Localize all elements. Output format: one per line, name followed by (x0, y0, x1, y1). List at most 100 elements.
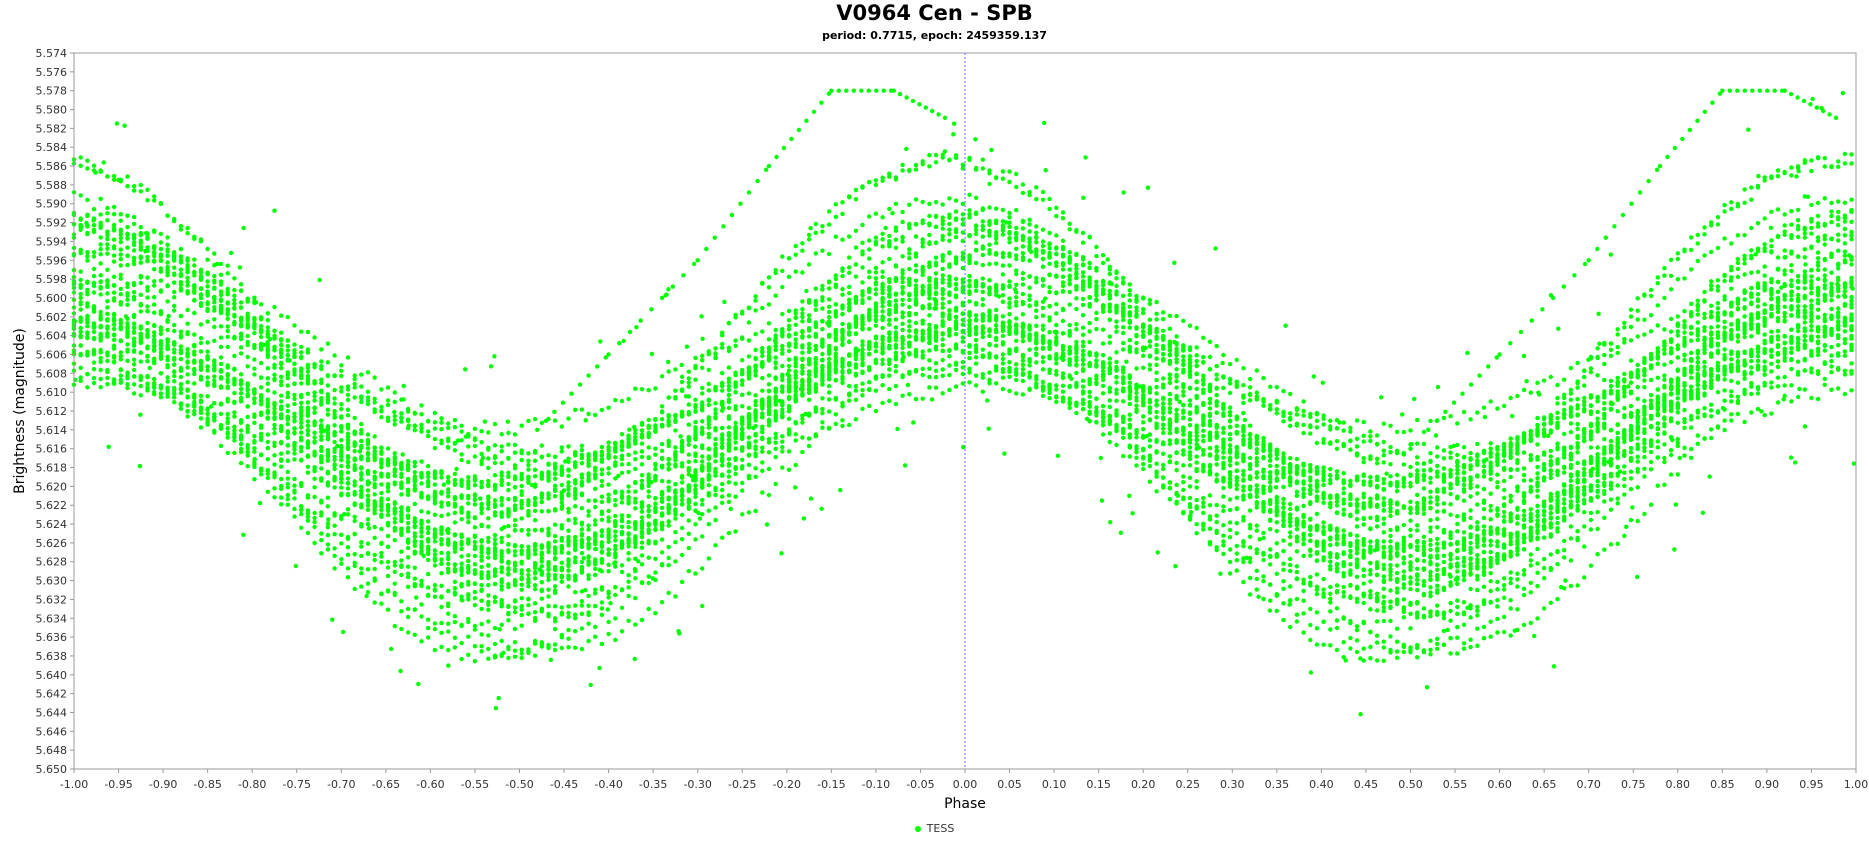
data-point (1194, 531, 1199, 536)
data-point (1401, 649, 1407, 655)
data-point (847, 363, 852, 368)
data-point (1742, 253, 1747, 258)
data-point (900, 297, 905, 302)
data-point (225, 430, 230, 435)
data-point (973, 227, 979, 233)
data-point (205, 302, 210, 307)
data-point (806, 376, 812, 381)
data-point (1742, 257, 1747, 262)
data-points (71, 88, 1857, 717)
data-point (860, 393, 865, 398)
data-point (111, 326, 117, 332)
data-point (586, 527, 591, 532)
data-point (365, 446, 371, 451)
data-point (1294, 596, 1300, 602)
data-point (1401, 582, 1407, 587)
data-point (1535, 494, 1540, 499)
data-point (760, 490, 765, 495)
data-point (700, 566, 705, 571)
data-point (766, 423, 772, 428)
data-point (1642, 441, 1647, 446)
data-point (1054, 383, 1059, 388)
data-point (1214, 519, 1219, 525)
data-point (1622, 533, 1627, 539)
data-point (372, 552, 377, 558)
data-point (740, 466, 745, 471)
data-point (793, 388, 798, 394)
data-point (1428, 538, 1433, 543)
data-point (279, 379, 284, 384)
data-point (1221, 430, 1226, 435)
data-point (272, 390, 277, 395)
data-point (1715, 288, 1721, 293)
data-point (1528, 507, 1534, 512)
data-point (1689, 301, 1694, 306)
data-point (1087, 339, 1092, 345)
data-point (285, 497, 290, 502)
data-point (766, 373, 772, 378)
data-point (780, 268, 785, 274)
data-point (746, 354, 752, 359)
data-point (1722, 209, 1727, 214)
data-point (1161, 422, 1166, 427)
data-point (1027, 222, 1032, 227)
data-point (1321, 548, 1326, 553)
data-point (472, 623, 478, 629)
data-point (1528, 558, 1534, 563)
data-point (426, 429, 431, 434)
data-point (1000, 314, 1006, 319)
data-point (1695, 382, 1701, 388)
data-point (1829, 213, 1834, 219)
data-point (312, 510, 317, 516)
data-point (726, 469, 732, 474)
data-point (1408, 527, 1413, 533)
data-point (1227, 409, 1233, 415)
data-point (339, 469, 344, 475)
data-point (566, 610, 571, 616)
data-point (1281, 484, 1286, 490)
data-point (826, 222, 832, 227)
data-point (1849, 161, 1854, 166)
data-point (519, 607, 524, 612)
data-point (279, 458, 284, 463)
data-point (1314, 610, 1320, 615)
data-point (1582, 575, 1587, 580)
data-point (245, 354, 250, 360)
data-point (118, 232, 124, 237)
data-point (619, 470, 625, 475)
data-point (673, 482, 678, 487)
data-point (1575, 397, 1580, 402)
data-point (138, 189, 143, 194)
data-point (1435, 502, 1440, 507)
data-point (312, 394, 317, 399)
data-point (265, 475, 270, 481)
data-point (1167, 380, 1173, 385)
data-point (826, 286, 832, 291)
data-point (1007, 179, 1012, 185)
data-point (546, 560, 551, 565)
data-point (172, 271, 177, 276)
data-point (753, 373, 758, 378)
data-point (499, 622, 504, 627)
data-point (352, 501, 357, 506)
data-point (492, 595, 498, 600)
data-point (1314, 511, 1320, 517)
data-point (893, 363, 899, 369)
data-point (1094, 310, 1099, 316)
data-point (619, 569, 625, 575)
data-point (1341, 615, 1346, 620)
data-point (1321, 520, 1326, 525)
data-point (78, 329, 83, 334)
data-point (1060, 318, 1066, 324)
data-point (432, 621, 438, 626)
data-point (1702, 391, 1707, 396)
data-point (867, 380, 872, 385)
data-point (733, 440, 738, 445)
data-point (980, 246, 985, 251)
data-point (198, 425, 204, 430)
data-point (559, 560, 564, 565)
data-point (546, 587, 551, 592)
data-point (1622, 451, 1627, 457)
data-point (432, 583, 438, 588)
data-point (599, 585, 605, 590)
